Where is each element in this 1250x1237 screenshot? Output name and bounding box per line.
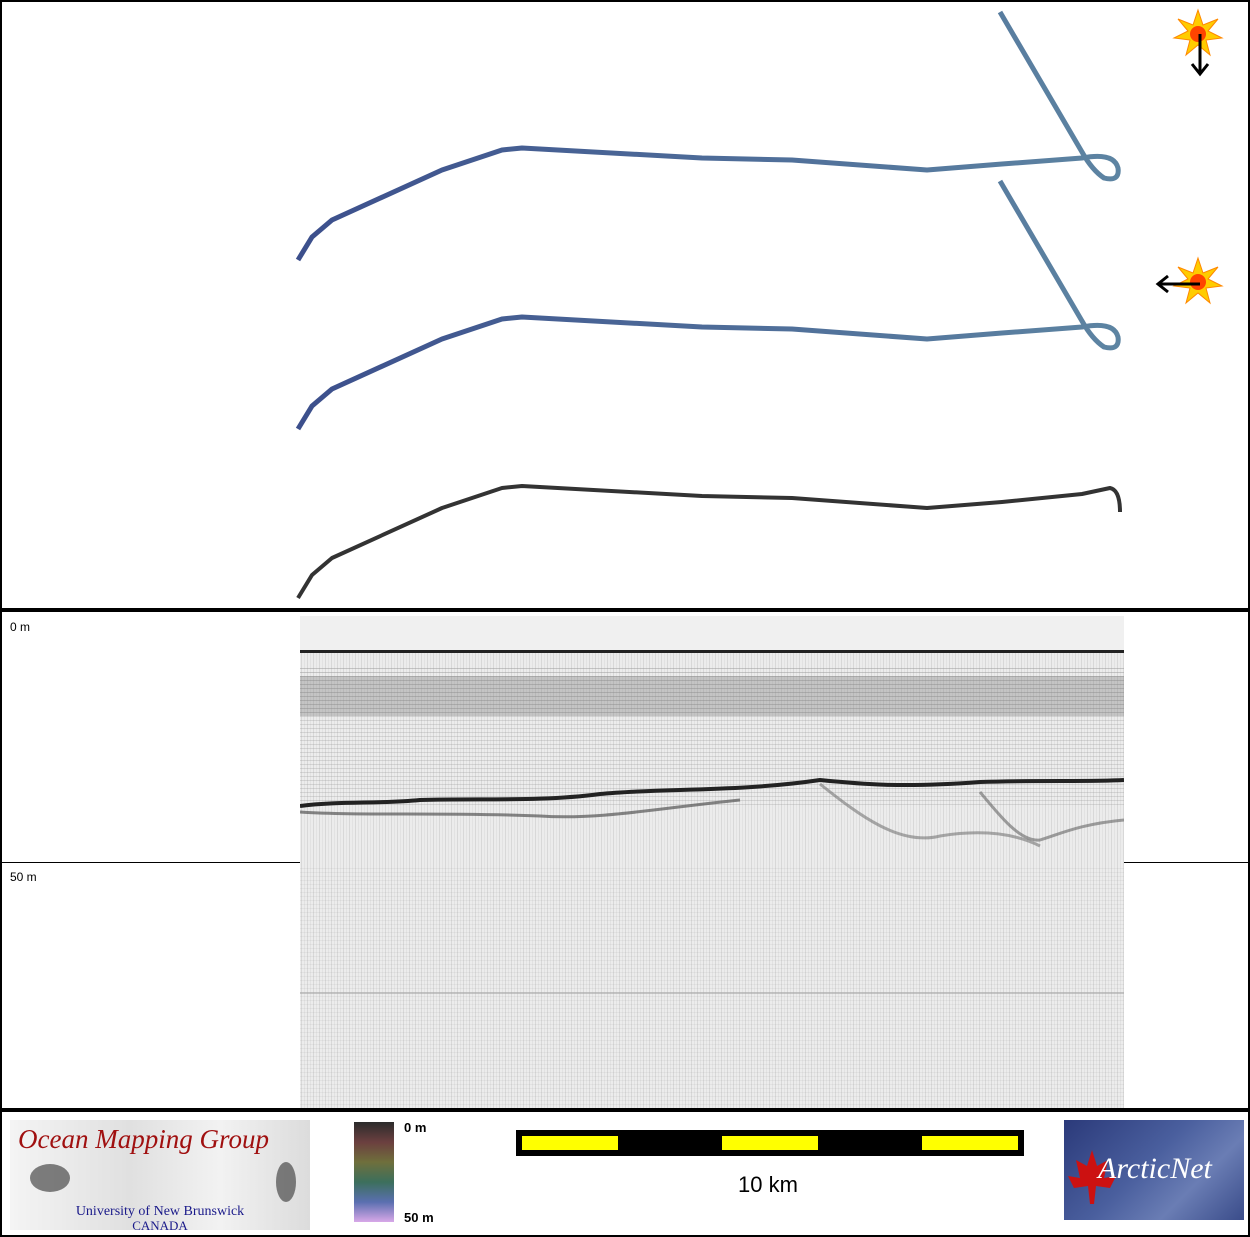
arcticnet-logo: ArcticNet <box>1064 1120 1244 1220</box>
ocean-mapping-group-logo: Ocean Mapping Group University of New Br… <box>10 1120 310 1230</box>
track-line <box>296 484 1122 600</box>
depth-colorbar <box>354 1122 394 1222</box>
omg-subtitle-country: CANADA <box>132 1218 188 1230</box>
colorbar-bottom-label: 50 m <box>404 1210 434 1225</box>
omg-logo-graphic <box>30 1162 296 1202</box>
colorbar-top-label: 0 m <box>404 1120 427 1135</box>
track-map <box>295 8 1224 600</box>
arrow-left-icon <box>1155 274 1200 294</box>
footer: Ocean Mapping Group University of New Br… <box>2 1114 1248 1233</box>
track-line <box>295 179 1121 431</box>
scale-bar-label: 10 km <box>738 1172 798 1197</box>
depth-label-mid: 50 m <box>10 870 37 884</box>
profile-panel: 0 m 50 m <box>2 614 1248 1108</box>
omg-subtitle-university: University of New Brunswick <box>75 1204 245 1219</box>
track-line <box>295 10 1121 262</box>
panel-divider <box>0 608 1250 612</box>
arrow-down-icon <box>1190 34 1210 77</box>
depth-label-top: 0 m <box>10 620 31 634</box>
echogram-image <box>300 616 1124 1108</box>
omg-title: Ocean Mapping Group <box>18 1124 269 1154</box>
maple-leaf-icon <box>1068 1150 1116 1204</box>
panel-divider <box>0 1108 1250 1112</box>
track-panel <box>2 2 1248 608</box>
sun-icon <box>1172 8 1224 57</box>
sun-icon <box>1172 256 1224 305</box>
scale-bar <box>516 1130 1024 1156</box>
arcticnet-text: ArcticNet <box>1098 1152 1212 1185</box>
